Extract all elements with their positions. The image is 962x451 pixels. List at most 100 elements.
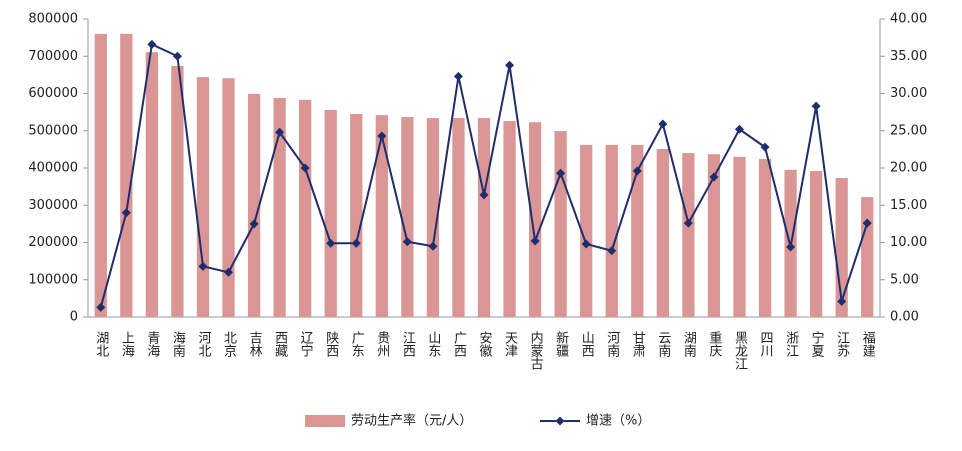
x-tick-label: 山西 [579,331,595,357]
x-tick-label: 辽宁 [298,331,314,357]
bar [426,118,440,318]
bar [477,118,491,318]
y2-tick-label: 30.00 [890,86,927,101]
bar [707,154,721,317]
y2-tick-label: 35.00 [890,49,927,64]
marker [581,239,591,249]
x-tick-label: 重庆 [706,330,722,357]
bar [247,93,261,317]
marker [428,241,438,251]
marker [505,60,515,70]
marker [786,242,796,252]
y2-tick-label: 20.00 [890,161,927,176]
marker [530,236,540,246]
x-tick-label: 广东 [349,331,365,357]
x-tick-label: 吉林 [247,331,263,357]
bar [528,122,542,318]
x-tick-label: 黑龙江 [732,331,748,370]
y-tick-label: 700000 [28,49,78,64]
legend-marker [555,416,565,426]
x-tick-label: 广西 [451,331,467,357]
bar [299,99,312,318]
bar [120,33,133,318]
marker [709,172,719,182]
bar [350,113,363,317]
x-tick-label: 新疆 [553,330,569,357]
y2-tick-label: 10.00 [890,235,927,250]
x-tick-label: 上海 [119,331,134,357]
marker [300,163,310,173]
x-tick-label: 湖北 [93,331,109,358]
y-tick-label: 800000 [28,12,78,27]
bar [809,170,823,317]
marker [811,101,821,111]
bar [605,144,618,317]
marker [734,124,744,134]
marker [837,296,847,306]
x-tick-label: 湖南 [681,331,697,357]
y2-tick-label: 0.00 [890,310,919,325]
bar [758,159,772,317]
x-tick-label: 贵州 [374,331,390,357]
marker [96,302,106,312]
x-tick-label: 云南 [655,331,671,357]
marker [198,261,208,271]
x-tick-label: 四川 [758,331,774,357]
marker [862,218,872,228]
x-tick-label: 福建 [860,331,876,358]
bar [861,197,874,317]
y-tick-label: 0 [70,310,78,325]
x-tick-label: 海南 [170,331,186,357]
legend-swatch [305,415,345,427]
x-tick-label: 河北 [195,331,211,358]
y-tick-label: 600000 [28,86,78,101]
y-tick-label: 200000 [28,235,78,250]
x-tick-label: 江西 [400,331,416,357]
y-tick-label: 400000 [28,161,78,176]
marker [249,219,259,229]
marker [326,238,336,248]
bar [503,121,516,317]
x-tick-label: 西藏 [272,331,288,357]
marker [121,208,131,218]
bar [452,118,465,318]
x-tick-label: 江苏 [834,331,850,357]
bar [580,144,593,317]
x-tick-label: 北京 [221,331,237,357]
y-tick-label: 500000 [28,123,78,138]
marker [479,190,489,200]
bar [656,149,669,317]
x-tick-label: 浙江 [783,331,799,357]
y2-tick-label: 40.00 [890,12,927,27]
bar [682,153,695,317]
bar [145,52,159,318]
marker [556,168,566,178]
x-tick-label: 内蒙古 [528,330,544,370]
marker [607,246,617,256]
x-tick-label: 山东 [425,331,441,357]
x-tick-label: 宁夏 [809,330,825,357]
bar [324,109,337,317]
bar [631,144,644,317]
bar [401,116,414,317]
x-tick-label: 安徽 [477,331,493,357]
bar [171,65,184,317]
marker [402,237,412,247]
y2-tick-label: 25.00 [890,123,927,138]
y-tick-label: 100000 [28,272,78,287]
bar [94,33,107,318]
marker [683,218,693,228]
x-tick-label: 河南 [604,331,620,357]
legend-label: 劳动生产率（元/人） [351,413,472,429]
x-tick-label: 甘肃 [630,331,646,357]
marker [453,71,463,81]
bar [375,115,388,317]
y-tick-label: 300000 [28,198,78,213]
marker [147,39,157,49]
bar [733,156,746,317]
x-tick-label: 天津 [502,331,518,357]
y2-tick-label: 15.00 [890,198,927,213]
marker [351,238,361,248]
marker [760,142,770,152]
